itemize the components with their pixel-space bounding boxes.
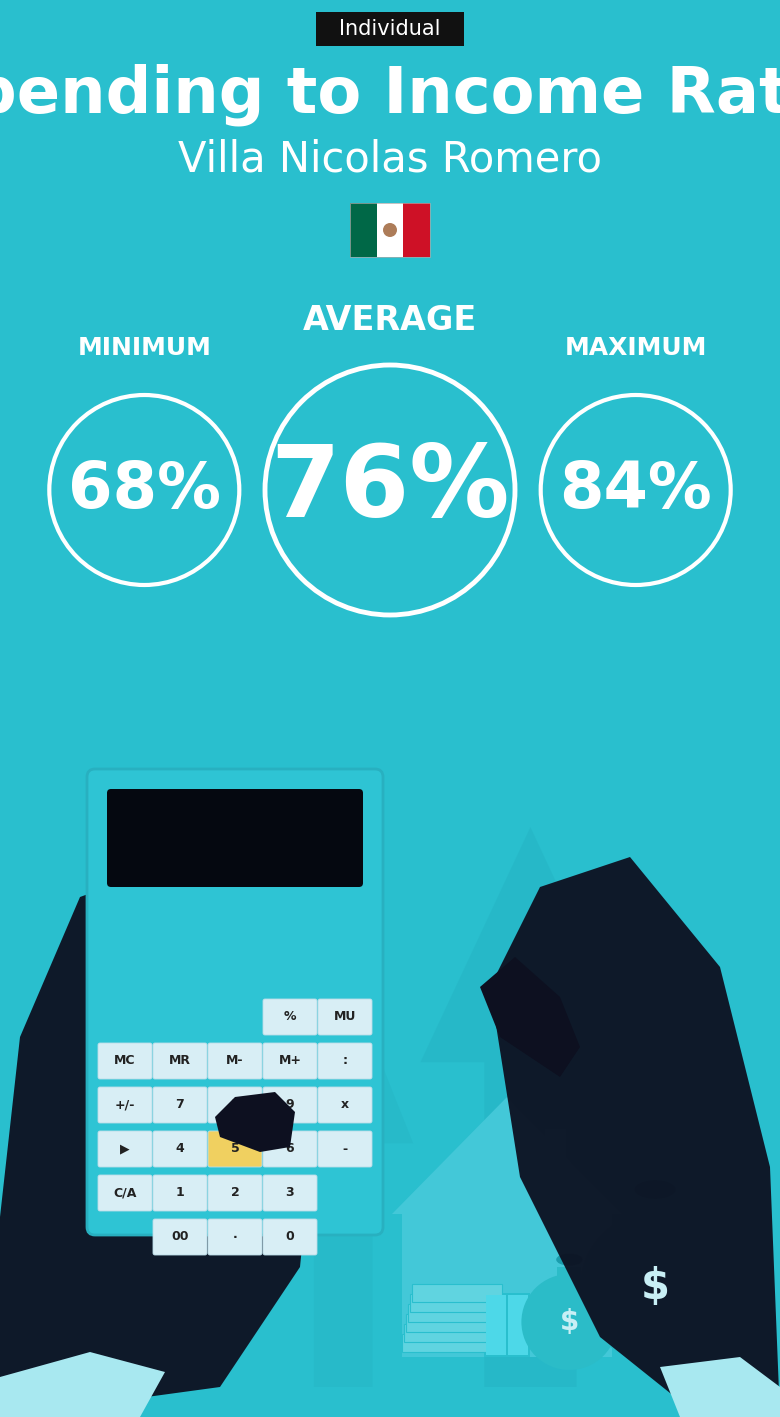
Bar <box>402 1333 492 1352</box>
Text: 6: 6 <box>285 1142 294 1155</box>
Circle shape <box>580 1212 730 1362</box>
Text: $: $ <box>640 1265 670 1308</box>
Text: +/-: +/- <box>115 1098 135 1111</box>
FancyBboxPatch shape <box>98 1043 152 1078</box>
FancyBboxPatch shape <box>263 1175 317 1212</box>
Bar <box>484 1292 530 1357</box>
Text: 8: 8 <box>231 1098 239 1111</box>
Polygon shape <box>392 1097 622 1214</box>
Text: Spending to Income Ratio: Spending to Income Ratio <box>0 64 780 126</box>
Bar <box>350 203 430 256</box>
Text: 76%: 76% <box>271 442 509 538</box>
FancyBboxPatch shape <box>318 1043 372 1078</box>
FancyBboxPatch shape <box>153 1219 207 1255</box>
Text: %: % <box>284 1010 296 1023</box>
Bar <box>558 1267 581 1291</box>
Bar <box>350 203 377 256</box>
Text: :: : <box>342 1054 348 1067</box>
Text: MAXIMUM: MAXIMUM <box>565 336 707 360</box>
Text: MU: MU <box>334 1010 356 1023</box>
Text: 9: 9 <box>285 1098 294 1111</box>
Bar <box>410 1294 500 1312</box>
FancyBboxPatch shape <box>208 1175 262 1212</box>
Bar <box>403 203 430 256</box>
Text: -: - <box>342 1142 348 1155</box>
FancyBboxPatch shape <box>263 1131 317 1168</box>
Polygon shape <box>660 1357 780 1417</box>
FancyBboxPatch shape <box>98 1131 152 1168</box>
Bar <box>406 1314 496 1332</box>
Text: 4: 4 <box>176 1142 184 1155</box>
Text: 3: 3 <box>285 1186 294 1200</box>
Polygon shape <box>273 966 413 1387</box>
FancyBboxPatch shape <box>98 1087 152 1124</box>
Text: C/A: C/A <box>113 1186 136 1200</box>
Ellipse shape <box>556 1254 583 1265</box>
Text: ▶: ▶ <box>120 1142 129 1155</box>
FancyBboxPatch shape <box>208 1087 262 1124</box>
Text: ·: · <box>232 1230 237 1244</box>
FancyBboxPatch shape <box>107 789 363 887</box>
FancyBboxPatch shape <box>153 1043 207 1078</box>
FancyBboxPatch shape <box>316 11 464 45</box>
Text: M-: M- <box>226 1054 243 1067</box>
Text: 7: 7 <box>176 1098 184 1111</box>
Bar <box>408 1304 498 1322</box>
FancyBboxPatch shape <box>263 1043 317 1078</box>
FancyBboxPatch shape <box>98 1175 152 1212</box>
Polygon shape <box>0 1352 165 1417</box>
Bar <box>402 1214 612 1357</box>
FancyBboxPatch shape <box>318 1087 372 1124</box>
Polygon shape <box>480 956 580 1077</box>
Bar <box>412 1284 502 1302</box>
FancyBboxPatch shape <box>263 1219 317 1255</box>
Polygon shape <box>215 1093 295 1152</box>
FancyBboxPatch shape <box>87 769 383 1236</box>
Text: M+: M+ <box>278 1054 302 1067</box>
Polygon shape <box>0 857 320 1417</box>
FancyBboxPatch shape <box>318 999 372 1034</box>
Polygon shape <box>420 828 640 1387</box>
Text: MINIMUM: MINIMUM <box>77 336 211 360</box>
Text: 00: 00 <box>172 1230 189 1244</box>
Text: x: x <box>341 1098 349 1111</box>
Bar <box>486 1295 506 1355</box>
Text: 5: 5 <box>231 1142 239 1155</box>
Polygon shape <box>490 857 780 1417</box>
Bar <box>508 1295 528 1355</box>
Bar <box>636 1200 674 1238</box>
Text: 1: 1 <box>176 1186 184 1200</box>
FancyBboxPatch shape <box>263 1087 317 1124</box>
Circle shape <box>383 222 397 237</box>
FancyBboxPatch shape <box>318 1131 372 1168</box>
Bar <box>404 1323 494 1342</box>
Ellipse shape <box>635 1180 675 1199</box>
Bar <box>377 203 403 256</box>
FancyBboxPatch shape <box>153 1131 207 1168</box>
Text: Villa Nicolas Romero: Villa Nicolas Romero <box>178 139 602 181</box>
Bar <box>544 1128 566 1182</box>
FancyBboxPatch shape <box>208 1131 262 1168</box>
Text: MR: MR <box>169 1054 191 1067</box>
Text: 68%: 68% <box>68 459 221 521</box>
FancyBboxPatch shape <box>208 1219 262 1255</box>
FancyBboxPatch shape <box>263 999 317 1034</box>
FancyBboxPatch shape <box>208 1043 262 1078</box>
Text: Individual: Individual <box>339 18 441 40</box>
Text: 0: 0 <box>285 1230 294 1244</box>
Text: MC: MC <box>114 1054 136 1067</box>
FancyBboxPatch shape <box>153 1087 207 1124</box>
Text: 2: 2 <box>231 1186 239 1200</box>
Circle shape <box>521 1274 618 1370</box>
Text: AVERAGE: AVERAGE <box>303 303 477 336</box>
Text: $: $ <box>560 1308 579 1336</box>
FancyBboxPatch shape <box>153 1175 207 1212</box>
Text: 84%: 84% <box>559 459 712 521</box>
